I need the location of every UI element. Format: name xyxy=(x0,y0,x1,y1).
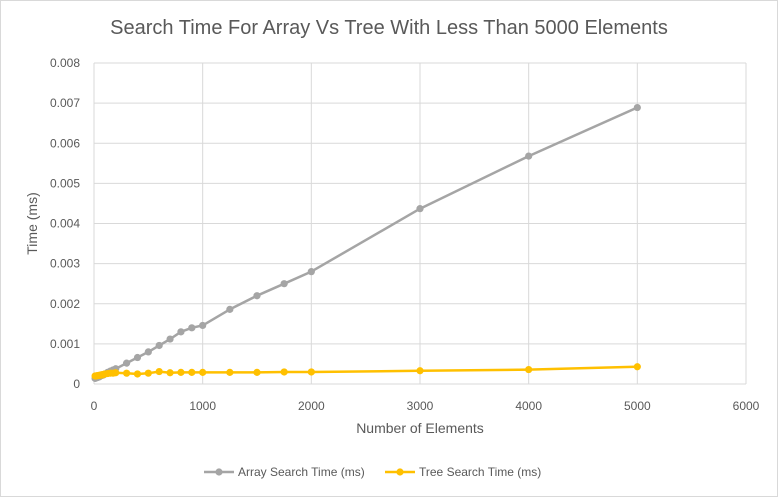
x-tick-label: 5000 xyxy=(624,399,651,413)
data-point xyxy=(188,368,196,376)
data-point xyxy=(416,367,424,375)
data-point xyxy=(177,328,185,336)
legend-item-1: Array Search Time (ms) xyxy=(204,465,365,479)
legend: Array Search Time (ms) Tree Search Time (… xyxy=(204,465,541,479)
chart-title: Search Time For Array Vs Tree With Less … xyxy=(110,17,668,39)
gridlines xyxy=(93,62,747,385)
data-point xyxy=(307,268,315,276)
y-axis-label: Time (ms) xyxy=(24,192,40,254)
x-tick-label: 3000 xyxy=(407,399,434,413)
data-point xyxy=(307,368,315,376)
data-point xyxy=(633,103,641,112)
data-point xyxy=(280,368,288,376)
series-line xyxy=(94,106,638,380)
x-tick-label: 2000 xyxy=(298,399,325,413)
data-point xyxy=(133,370,142,378)
y-tick-label: 0.007 xyxy=(50,96,80,110)
data-point xyxy=(280,280,288,288)
y-tick-label: 0.005 xyxy=(50,176,80,190)
legend-swatch-marker xyxy=(396,468,404,476)
y-tick-label: 0 xyxy=(73,377,80,391)
legend-label: Tree Search Time (ms) xyxy=(419,465,541,479)
data-point xyxy=(155,341,163,350)
data-point xyxy=(253,292,261,300)
data-point xyxy=(525,365,533,374)
data-point xyxy=(199,368,207,376)
data-point xyxy=(416,205,424,213)
y-tick-label: 0.004 xyxy=(50,217,80,231)
data-point xyxy=(525,152,533,160)
data-point xyxy=(123,359,131,367)
data-point xyxy=(112,369,120,377)
x-axis-ticks: 0 1000 2000 3000 4000 5000 6000 xyxy=(91,399,760,413)
data-point xyxy=(199,321,207,330)
data-point xyxy=(166,335,174,343)
data-point xyxy=(133,353,142,362)
data-point xyxy=(155,367,163,376)
legend-item-2: Tree Search Time (ms) xyxy=(385,465,541,479)
series-2 xyxy=(91,363,641,380)
data-point xyxy=(633,363,641,371)
data-point xyxy=(177,368,185,376)
data-point xyxy=(123,369,131,377)
y-tick-label: 0.008 xyxy=(50,56,80,70)
y-tick-label: 0.003 xyxy=(50,257,80,271)
series-layer xyxy=(91,103,641,382)
data-point xyxy=(226,305,234,313)
x-tick-label: 1000 xyxy=(189,399,216,413)
series-line xyxy=(94,365,638,378)
x-tick-label: 4000 xyxy=(515,399,542,413)
y-tick-label: 0.001 xyxy=(50,337,80,351)
data-point xyxy=(253,368,261,376)
y-tick-label: 0.006 xyxy=(50,136,80,150)
data-point xyxy=(188,324,196,332)
legend-label: Array Search Time (ms) xyxy=(238,465,365,479)
data-point xyxy=(144,369,152,377)
data-point xyxy=(166,369,174,377)
legend-swatch-marker xyxy=(215,468,223,476)
x-tick-label: 0 xyxy=(91,399,98,413)
x-tick-label: 6000 xyxy=(733,399,760,413)
x-axis-label: Number of Elements xyxy=(356,420,484,436)
y-tick-label: 0.002 xyxy=(50,297,80,311)
y-axis-ticks: 0 0.001 0.002 0.003 0.004 0.005 0.006 0.007 0.00… xyxy=(50,56,80,391)
data-point xyxy=(144,348,152,356)
data-point xyxy=(226,368,234,376)
series-1 xyxy=(91,103,641,382)
